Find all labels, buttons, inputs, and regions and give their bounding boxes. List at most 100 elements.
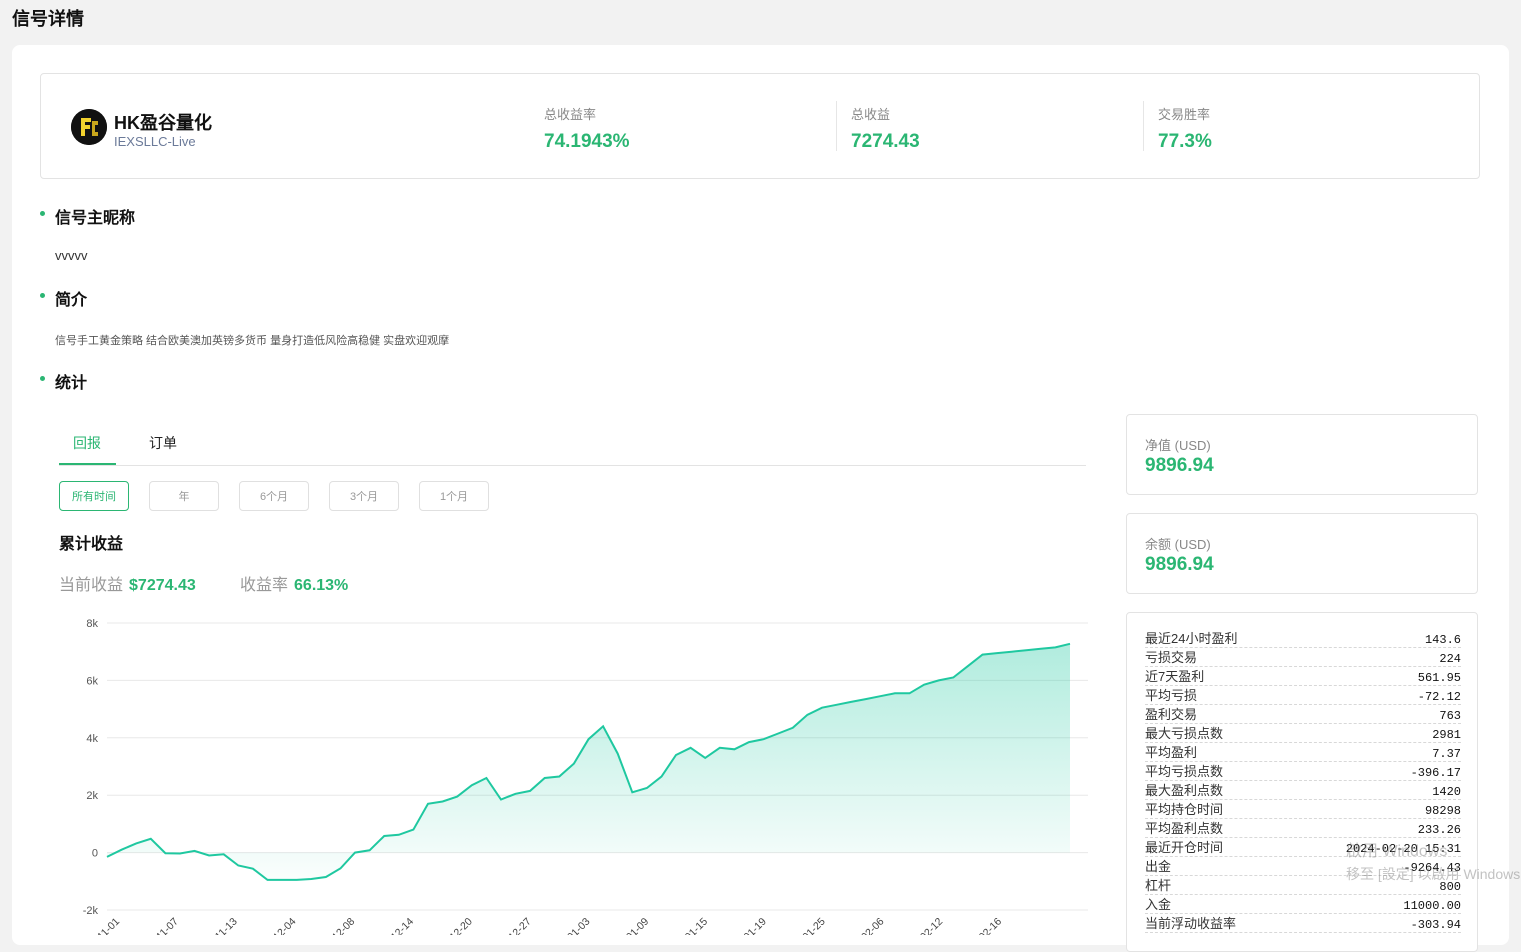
stats-key: 平均盈利 xyxy=(1145,745,1198,760)
x-tick-label: 2024-02-16 xyxy=(958,916,1005,935)
stats-value: 11000.00 xyxy=(1403,899,1461,913)
stats-value: 98298 xyxy=(1424,804,1461,818)
stats-value: -396.17 xyxy=(1410,766,1461,780)
stats-value: 233.26 xyxy=(1417,823,1461,837)
y-tick-label: 2k xyxy=(86,790,98,802)
total-profit: 总收益 7274.43 xyxy=(851,104,920,153)
stats-value: 7.37 xyxy=(1432,747,1461,761)
stats-row: 盈利交易 763 xyxy=(1145,705,1461,724)
signal-name: HK盈谷量化 xyxy=(114,113,212,133)
divider xyxy=(836,101,837,151)
stat-value: 77.3% xyxy=(1158,131,1212,152)
tab-orders[interactable]: 订单 xyxy=(149,435,177,451)
stats-value: 561.95 xyxy=(1417,671,1461,685)
signal-server: IEXSLLC-Live xyxy=(114,134,196,149)
equity-label: 净值 (USD) xyxy=(1145,438,1211,453)
logo-mark-icon xyxy=(71,109,107,145)
range-6-months-button[interactable]: 6个月 xyxy=(239,481,309,511)
range-all-time-button[interactable]: 所有时间 xyxy=(59,481,129,511)
equity-value: 9896.94 xyxy=(1145,455,1214,476)
intro-section-title: 简介 xyxy=(55,292,88,309)
stats-key: 最近开仓时间 xyxy=(1145,840,1224,855)
y-tick-label: 0 xyxy=(92,848,98,860)
stats-key: 平均亏损 xyxy=(1145,688,1198,703)
stats-value: 1420 xyxy=(1432,785,1461,799)
x-tick-label: 2023-12-27 xyxy=(487,916,534,935)
x-tick-label: 2024-01-19 xyxy=(722,916,769,935)
stats-row: 出金 -9264.43 xyxy=(1145,857,1461,876)
section-bullet-icon xyxy=(40,211,45,216)
range-year-button[interactable]: 年 xyxy=(149,481,219,511)
stats-key: 最近24小时盈利 xyxy=(1145,631,1238,646)
watermark-line-1: 啟用 Windows xyxy=(1346,843,1448,860)
stats-row: 平均亏损点数 -396.17 xyxy=(1145,762,1461,781)
x-tick-label: 2024-01-09 xyxy=(605,916,652,935)
stats-key: 平均持仓时间 xyxy=(1145,802,1224,817)
stats-key: 平均亏损点数 xyxy=(1145,764,1224,779)
x-tick-label: 2023-11-13 xyxy=(194,916,240,935)
stat-label: 总收益 xyxy=(851,107,891,122)
tab-returns[interactable]: 回报 xyxy=(73,435,101,451)
x-tick-label: 2023-12-08 xyxy=(311,916,358,935)
stats-row: 近7天盈利 561.95 xyxy=(1145,667,1461,686)
stats-value: 143.6 xyxy=(1424,633,1461,647)
stats-row: 平均亏损 -72.12 xyxy=(1145,686,1461,705)
win-rate: 交易胜率 77.3% xyxy=(1158,104,1212,153)
stats-key: 入金 xyxy=(1145,897,1172,912)
y-tick-label: 4k xyxy=(86,733,98,745)
signal-detail-card: HK盈谷量化 IEXSLLC-Live 总收益率 74.1943% 总收益 72… xyxy=(12,45,1509,952)
stats-key: 最大盈利点数 xyxy=(1145,783,1224,798)
stats-row: 亏损交易 224 xyxy=(1145,648,1461,667)
x-tick-label: 2023-12-04 xyxy=(252,916,299,935)
stats-key: 亏损交易 xyxy=(1145,650,1198,665)
x-tick-label: 2023-11-01 xyxy=(76,916,122,935)
stats-row: 最大亏损点数 2981 xyxy=(1145,724,1461,743)
stats-row: 最近开仓时间 2024-02-20 15:31 xyxy=(1145,838,1461,857)
series-area xyxy=(107,643,1070,880)
stats-card: 最近24小时盈利 143.6 亏损交易 224 近7天盈利 561.95 平均亏损 -72.1… xyxy=(1126,612,1478,952)
balance-value: 9896.94 xyxy=(1145,554,1214,575)
cumulative-title: 累计收益 xyxy=(59,536,124,553)
stats-value: -303.94 xyxy=(1410,918,1461,932)
section-bullet-icon xyxy=(40,293,45,298)
current-profit-label: 当前收益 xyxy=(59,577,124,594)
divider xyxy=(1143,101,1144,151)
watermark-line-2: 移至 [設定] 以啟用 Windows xyxy=(1346,866,1521,882)
x-tick-label: 2024-02-06 xyxy=(840,916,887,935)
return-rate-label: 收益率 xyxy=(240,577,289,594)
stats-value: 800 xyxy=(1439,880,1461,894)
stats-row: 平均盈利点数 233.26 xyxy=(1145,819,1461,838)
y-tick-label: 8k xyxy=(86,618,98,630)
stats-row: 入金 11000.00 xyxy=(1145,895,1461,914)
return-rate: 收益率 66.13% xyxy=(240,571,348,595)
current-profit: 当前收益 $7274.43 xyxy=(59,571,196,595)
intro-text: 信号手工黄金策略 结合欧美澳加英镑多货币 量身打造低风险高稳健 实盘欢迎观摩 xyxy=(55,335,450,347)
stats-row: 最近24小时盈利 143.6 xyxy=(1145,629,1461,648)
range-1-month-button[interactable]: 1个月 xyxy=(419,481,489,511)
stats-key: 当前浮动收益率 xyxy=(1145,916,1237,931)
stats-section-title: 统计 xyxy=(55,375,88,392)
signal-logo xyxy=(71,109,107,145)
stats-value: 763 xyxy=(1439,709,1461,723)
stats-key: 平均盈利点数 xyxy=(1145,821,1224,836)
x-tick-label: 2023-12-14 xyxy=(370,916,417,935)
windows-activation-watermark: 啟用 Windows 移至 [設定] 以啟用 Windows xyxy=(1346,841,1520,885)
range-3-months-button[interactable]: 3个月 xyxy=(329,481,399,511)
stats-value: 224 xyxy=(1439,652,1461,666)
stat-label: 总收益率 xyxy=(544,107,597,122)
stats-value: -9264.43 xyxy=(1403,861,1461,875)
stats-row: 平均持仓时间 98298 xyxy=(1145,800,1461,819)
stat-value: 74.1943% xyxy=(544,131,630,152)
stats-value: 2024-02-20 15:31 xyxy=(1345,842,1461,856)
stats-key: 出金 xyxy=(1145,859,1172,874)
return-rate-value: 66.13% xyxy=(294,577,349,594)
stats-key: 近7天盈利 xyxy=(1145,669,1205,684)
stat-label: 交易胜率 xyxy=(1158,107,1211,122)
x-tick-label: 2024-01-15 xyxy=(664,916,711,935)
x-tick-label: 2024-02-12 xyxy=(899,916,946,935)
stats-row: 杠杆 800 xyxy=(1145,876,1461,895)
y-tick-label: 6k xyxy=(86,675,98,687)
cumulative-profit-chart: 8k 6k 4k 2k 0 -2k2023-11-01 2023-11-07 2023-11-… xyxy=(76,618,1088,935)
current-profit-value: $7274.43 xyxy=(129,577,196,594)
series-line xyxy=(106,642,1071,881)
